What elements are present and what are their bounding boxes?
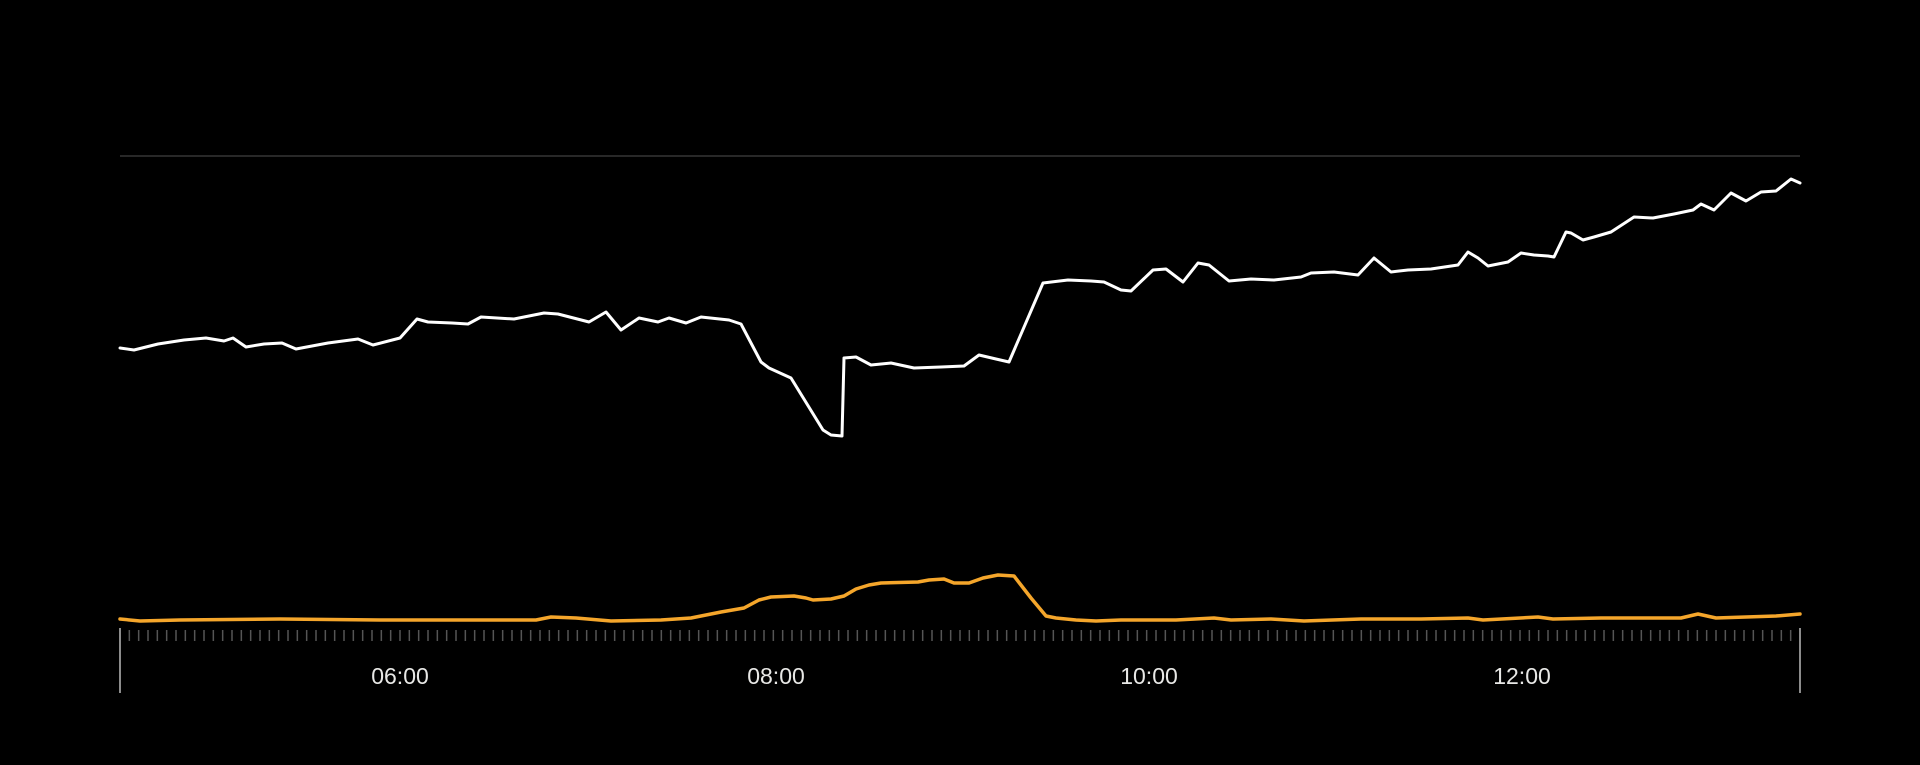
amber-series-line bbox=[118, 573, 1802, 623]
x-axis-label: 12:00 bbox=[1493, 663, 1551, 689]
x-axis-minor-ticks bbox=[119, 630, 1801, 641]
white-series-line bbox=[118, 177, 1802, 438]
x-axis-label: 06:00 bbox=[371, 663, 429, 689]
x-axis-labels: 06:00 08:00 10:00 12:00 bbox=[371, 663, 1551, 689]
x-axis-label: 10:00 bbox=[1120, 663, 1178, 689]
x-axis-label: 08:00 bbox=[747, 663, 805, 689]
